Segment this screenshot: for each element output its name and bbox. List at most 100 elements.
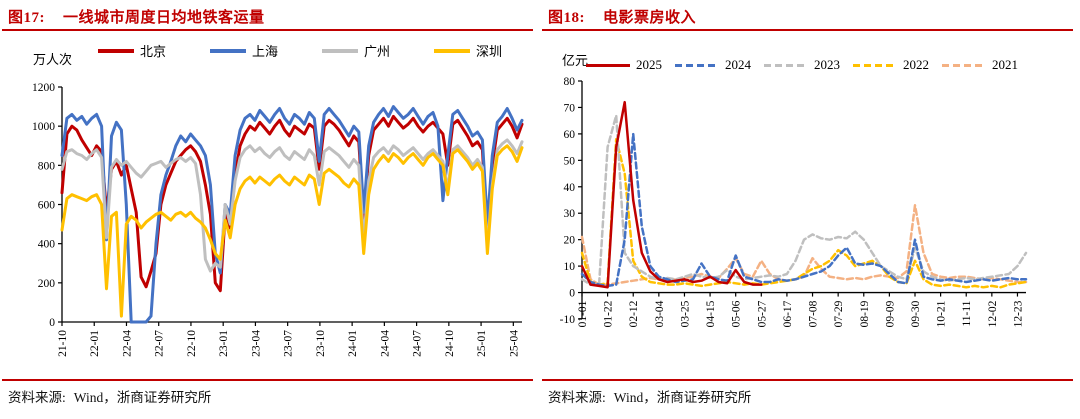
source-label: 资料来源: [8,390,66,405]
series-line-深圳 [60,144,524,318]
box-office-line-chart: -10 0 10 20 30 40 50 60 70 80 01-01 01-22 02-12 03-04… [560,76,1028,327]
x-tick-label: 06-17 [782,300,794,327]
x-tick-label: 01-01 [577,300,589,327]
x-tick-label: 21-10 [57,330,69,357]
y-axis-unit-label: 万人次 [33,52,73,67]
source-note: 资料来源: Wind，浙商证券研究所 [8,386,211,406]
legend-label: 广州 [364,44,391,59]
y-tick-label: 80 [564,76,576,88]
x-tick-label: 23-01 [218,330,230,357]
legend-item-上海: 上海 [210,41,278,60]
legend-item-2022: 2022 [853,57,929,73]
figure-number: 图17: [8,10,45,26]
y-tick-label: 800 [38,160,56,172]
y-tick-label: 10 [564,261,576,273]
legend-swatch-2021 [942,63,986,67]
source-text: Wind，浙商证券研究所 [613,390,752,405]
series-line-2022 [580,137,1028,289]
x-tick-label: 05-06 [731,300,743,327]
x-tick-label: 23-04 [250,330,262,357]
y-tick-label: 0 [569,288,575,300]
series-line-2021 [580,204,1028,286]
x-tick-label: 11-11 [961,300,973,326]
x-tick-label: 23-07 [283,330,295,357]
source-note: 资料来源: Wind，浙商证券研究所 [548,386,751,406]
x-tick-label: 02-12 [628,300,640,327]
y-tick-label: 200 [38,278,56,290]
x-tick-label: 04-15 [705,300,717,327]
y-tick-label: 70 [564,102,576,114]
x-tick-label: 24-01 [347,330,359,357]
legend-swatch-北京 [98,48,134,53]
x-tick-label: 05-27 [756,300,768,327]
series-line-2024 [580,132,1028,288]
legend-item-深圳: 深圳 [434,41,502,60]
x-tick-label: 23-10 [315,330,327,357]
legend-swatch-2022 [853,63,897,67]
chart-legend: 北京 上海 广州 深圳 [98,41,502,60]
source-text: Wind，浙商证券研究所 [73,390,212,405]
x-tick-label: 22-07 [154,330,166,357]
legend-label: 2022 [903,57,929,72]
legend-item-北京: 北京 [98,41,166,60]
subway-ridership-line-chart: 0 200 400 600 800 1000 1200 21-10 22-01 22-04 22-0… [32,82,524,357]
y-tick-label: 50 [564,155,576,167]
x-tick-label: 24-10 [444,330,456,357]
figure-title-text: 一线城市周度日均地铁客运量 [63,10,265,26]
series-line-2025 [580,100,763,289]
bottom-divider-line [2,379,533,381]
x-tick-label: 03-25 [679,300,691,327]
title-divider-line [542,29,1073,31]
figure-box-office: 图18: 电影票房收入 亿元 2025 2024 2023 2022 2021 -10 0… [540,0,1080,419]
legend-item-2023: 2023 [764,57,840,73]
figure-title: 图17: 一线城市周度日均地铁客运量 [8,6,265,27]
x-tick-label: 24-07 [412,330,424,357]
figure-title-text: 电影票房收入 [603,10,697,26]
x-tick-label: 10-21 [936,300,948,327]
x-tick-label: 22-01 [89,330,101,357]
legend-label: 北京 [140,44,167,59]
x-tick-label: 07-29 [833,300,845,327]
y-tick-label: -10 [560,314,576,326]
x-tick-label: 22-10 [186,330,198,357]
x-tick-label: 01-22 [603,300,615,327]
legend-label: 2021 [992,57,1018,72]
legend-label: 上海 [252,44,279,59]
y-tick-label: 20 [564,235,576,247]
series-line-上海 [60,105,524,324]
y-axis-unit-label: 亿元 [562,53,589,68]
legend-item-广州: 广州 [322,41,390,60]
legend-item-2021: 2021 [942,57,1018,73]
x-tick-label: 25-04 [508,330,520,357]
legend-swatch-2023 [764,63,808,67]
x-tick-label: 03-04 [654,300,666,327]
y-tick-label: 1200 [32,82,55,94]
legend-swatch-广州 [322,48,359,53]
y-tick-label: 400 [38,239,56,251]
figure-number: 图18: [548,10,585,26]
legend-label: 2024 [725,57,751,72]
figure-title: 图18: 电影票房收入 [548,6,696,27]
y-tick-label: 1000 [32,121,55,133]
figure-subway-ridership: 图17: 一线城市周度日均地铁客运量 万人次 北京 上海 广州 深圳 0 200 400 6… [2,6,533,406]
x-tick-label: 22-04 [121,330,133,357]
series-line-北京 [60,114,524,293]
x-tick-label: 12-23 [1012,300,1024,327]
x-tick-label: 07-08 [808,300,820,327]
source-label: 资料来源: [548,390,606,405]
bottom-divider-line [542,379,1073,381]
legend-swatch-2025 [586,63,630,67]
y-tick-label: 30 [564,208,576,220]
legend-item-2025: 2025 [586,57,662,73]
x-tick-label: 08-19 [859,300,871,327]
x-tick-label: 09-30 [910,300,922,327]
chart-legend: 2025 2024 2023 2022 2021 [586,57,1018,73]
legend-swatch-上海 [210,48,247,53]
y-tick-label: 40 [564,182,576,194]
legend-swatch-2024 [675,63,719,67]
x-tick-label: 24-04 [379,330,391,357]
legend-label: 2023 [814,57,840,72]
title-divider-line [2,29,533,31]
legend-label: 2025 [636,57,662,72]
legend-label: 深圳 [476,44,503,59]
